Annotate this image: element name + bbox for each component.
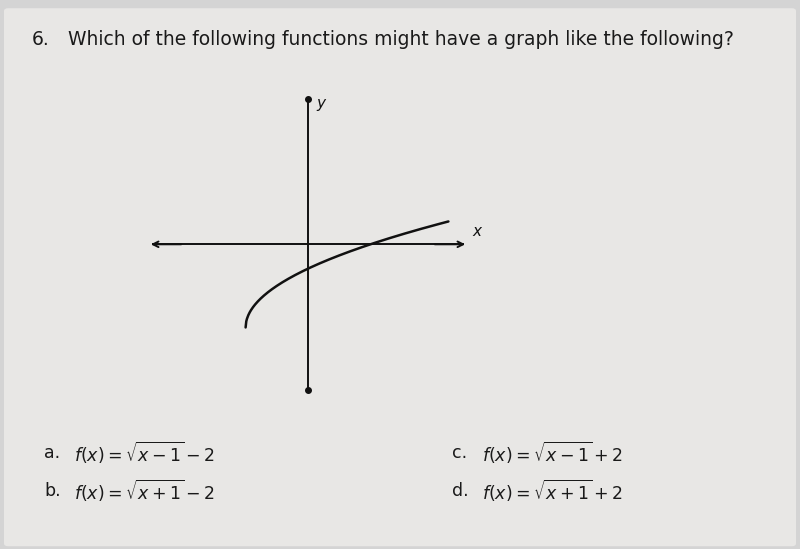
Text: a.: a.: [44, 444, 60, 462]
Text: b.: b.: [44, 483, 61, 500]
Text: 6.: 6.: [32, 30, 50, 49]
Text: $f(x) = \sqrt{x+1} + 2$: $f(x) = \sqrt{x+1} + 2$: [482, 478, 623, 505]
Text: $f(x) = \sqrt{x-1} - 2$: $f(x) = \sqrt{x-1} - 2$: [74, 440, 215, 466]
Text: x: x: [472, 224, 481, 239]
Text: $f(x) = \sqrt{x-1} + 2$: $f(x) = \sqrt{x-1} + 2$: [482, 440, 623, 466]
Text: $f(x) = \sqrt{x+1} - 2$: $f(x) = \sqrt{x+1} - 2$: [74, 478, 215, 505]
Text: c.: c.: [452, 444, 467, 462]
Text: Which of the following functions might have a graph like the following?: Which of the following functions might h…: [56, 30, 734, 49]
Text: d.: d.: [452, 483, 469, 500]
Text: y: y: [316, 96, 325, 111]
FancyBboxPatch shape: [4, 8, 796, 546]
